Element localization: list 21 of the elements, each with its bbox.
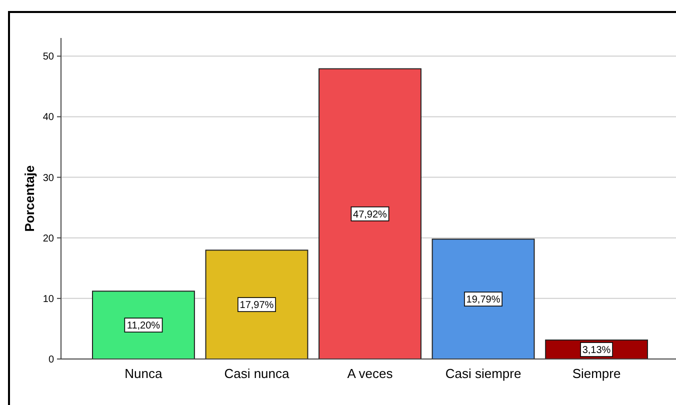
data-label: 3,13% [582,345,611,356]
y-tick-label: 50 [42,52,54,63]
bar [205,250,308,360]
x-tick-label: Casi siempre [445,366,522,381]
y-tick-label: 10 [42,294,54,305]
bar [318,68,422,360]
x-tick-label: Siempre [572,366,621,381]
x-tick-label: Casi nunca [224,366,290,381]
data-label: 19,79% [466,294,500,306]
y-tick-label: 40 [42,112,54,124]
y-tick-label: 30 [42,172,54,184]
data-label: 17,97% [240,300,274,312]
data-label: 47,92% [353,209,388,220]
x-tick-label: A veces [347,366,394,381]
data-label: 11,20% [126,320,160,332]
bar [92,290,195,360]
y-tick-label: 20 [42,233,54,244]
y-axis-title: Porcentaje [22,165,37,232]
y-tick-label: 0 [48,354,54,366]
bar [432,238,535,360]
x-tick-label: Nunca [124,366,164,381]
